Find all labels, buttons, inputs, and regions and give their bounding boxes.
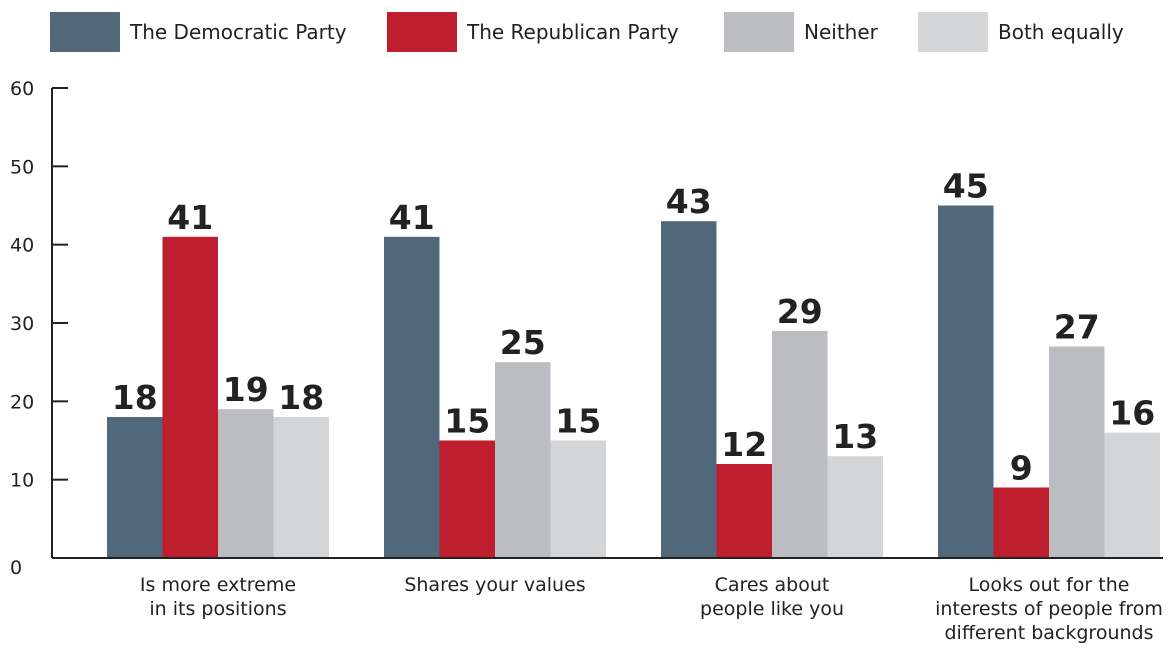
x-category-label: people like you <box>700 598 844 620</box>
x-category-label: Is more extreme <box>140 574 296 596</box>
bar <box>827 456 883 558</box>
data-label: 41 <box>167 198 213 237</box>
x-category-label: Cares about <box>715 574 830 596</box>
legend-swatch-2 <box>387 12 457 52</box>
y-tick-label: 50 <box>10 156 34 178</box>
data-label: 41 <box>389 198 435 237</box>
data-label: 15 <box>555 402 601 441</box>
x-category-label: in its positions <box>149 598 286 620</box>
legend-label-4: Both equally <box>998 20 1124 44</box>
data-label: 12 <box>721 425 767 464</box>
legend-swatch-3 <box>724 12 794 52</box>
data-label: 13 <box>832 417 878 456</box>
bar <box>1104 432 1160 558</box>
bar <box>772 330 828 558</box>
y-tick-label: 0 <box>10 557 22 579</box>
y-tick-label: 60 <box>10 78 34 100</box>
bar <box>938 205 994 558</box>
data-label: 27 <box>1054 308 1100 347</box>
data-label: 25 <box>500 323 546 362</box>
legend-swatch-4 <box>918 12 988 52</box>
plot-area: 18 41 43 45 41 15 12 9 19 25 29 27 18 15 13 16 <box>107 167 1160 559</box>
y-tick-label: 20 <box>10 391 34 413</box>
y-tick-label: 30 <box>10 313 34 335</box>
data-label: 19 <box>223 370 269 409</box>
data-label: 43 <box>666 182 712 221</box>
data-label: 45 <box>943 167 989 206</box>
bar <box>273 417 329 558</box>
data-label: 9 <box>1010 449 1033 488</box>
data-label: 29 <box>777 292 823 331</box>
data-label: 15 <box>444 402 490 441</box>
x-category-label: interests of people from <box>935 598 1163 620</box>
bar <box>993 487 1049 558</box>
legend-swatch-1 <box>50 12 120 52</box>
y-tick-label: 40 <box>10 235 34 257</box>
data-label: 18 <box>278 378 324 417</box>
legend-label-1: The Democratic Party <box>129 20 347 44</box>
legend-label-2: The Republican Party <box>466 20 679 44</box>
data-label: 18 <box>112 378 158 417</box>
y-tick-label: 10 <box>10 470 34 492</box>
y-axis: 0 10 20 30 40 50 60 <box>10 78 68 579</box>
bar <box>661 221 717 558</box>
legend-label-3: Neither <box>804 20 879 44</box>
x-category-label: Shares your values <box>404 574 585 596</box>
bar <box>495 362 551 558</box>
x-category-label: different backgrounds <box>944 622 1153 644</box>
x-category-label: Looks out for the <box>969 574 1130 596</box>
bar <box>218 409 274 558</box>
bar <box>384 236 440 559</box>
bar <box>162 236 218 559</box>
bar <box>107 417 163 558</box>
bar <box>716 464 772 558</box>
bar <box>550 440 606 558</box>
bar <box>1049 346 1105 558</box>
bar <box>439 440 495 558</box>
legend: The Democratic Party The Republican Party… <box>50 12 1124 52</box>
data-label: 16 <box>1109 394 1155 433</box>
